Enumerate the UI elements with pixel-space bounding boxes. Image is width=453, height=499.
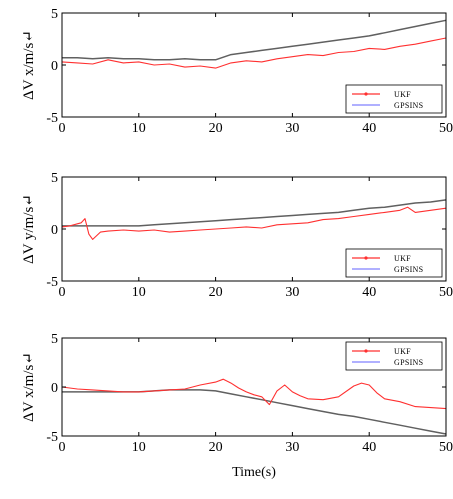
y-tick-label: -5 [46, 111, 58, 126]
x-tick-label: 20 [209, 121, 223, 136]
legend-label-ukf: UKF [394, 254, 411, 263]
y-tick-label: 5 [51, 7, 58, 22]
x-tick-label: 10 [132, 285, 146, 300]
y-axis-label: ΔV x/m/s↵ [21, 352, 37, 422]
y-tick-label: 5 [51, 332, 58, 347]
x-axis-label: Time(s) [232, 465, 276, 480]
x-tick-label: 40 [362, 121, 376, 136]
legend-label-gpsins: GPSINS [394, 265, 423, 274]
legend: UKF GPSINS [345, 84, 443, 114]
legend-label-ukf: UKF [394, 90, 411, 99]
legend-marker-ukf [364, 92, 368, 96]
series-ukf-line [61, 37, 447, 69]
legend-label-gpsins: GPSINS [394, 101, 423, 110]
x-tick-label: 40 [362, 440, 376, 455]
y-tick-label: 5 [51, 171, 58, 186]
legend-box [345, 341, 443, 371]
x-tick-label: 50 [439, 121, 453, 136]
x-tick-label: 0 [59, 121, 66, 136]
x-tick-label: 20 [209, 285, 223, 300]
y-tick-label: 0 [51, 59, 58, 74]
legend-label-ukf: UKF [394, 347, 411, 356]
y-tick-label: -5 [46, 275, 58, 290]
x-tick-label: 50 [439, 285, 453, 300]
series-ukf-line [61, 206, 447, 240]
x-tick-label: 20 [209, 440, 223, 455]
y-tick-label: -5 [46, 430, 58, 445]
x-tick-label: 10 [132, 440, 146, 455]
x-tick-label: 0 [59, 285, 66, 300]
x-tick-label: 30 [285, 121, 299, 136]
legend-box [345, 84, 443, 114]
x-tick-label: 50 [439, 440, 453, 455]
series-gpsins-line [62, 389, 447, 435]
series-gpsins-line [62, 199, 447, 227]
legend: UKF GPSINS [345, 341, 443, 371]
legend-label-gpsins: GPSINS [394, 358, 423, 367]
legend-marker-ukf [364, 349, 368, 353]
legend: UKF GPSINS [345, 248, 443, 278]
x-tick-label: 40 [362, 285, 376, 300]
x-tick-label: 30 [285, 285, 299, 300]
legend-box [345, 248, 443, 278]
y-tick-label: 0 [51, 223, 58, 238]
x-tick-label: 10 [132, 121, 146, 136]
x-tick-label: 0 [59, 440, 66, 455]
x-tick-label: 30 [285, 440, 299, 455]
series-gpsins-line [62, 19, 447, 61]
legend-marker-ukf [364, 256, 368, 260]
y-axis-label: ΔV x/m/s↵ [21, 30, 37, 100]
y-tick-label: 0 [51, 381, 58, 396]
y-axis-label: ΔV y/m/s↵ [21, 194, 37, 264]
series-ukf-line [61, 378, 447, 410]
